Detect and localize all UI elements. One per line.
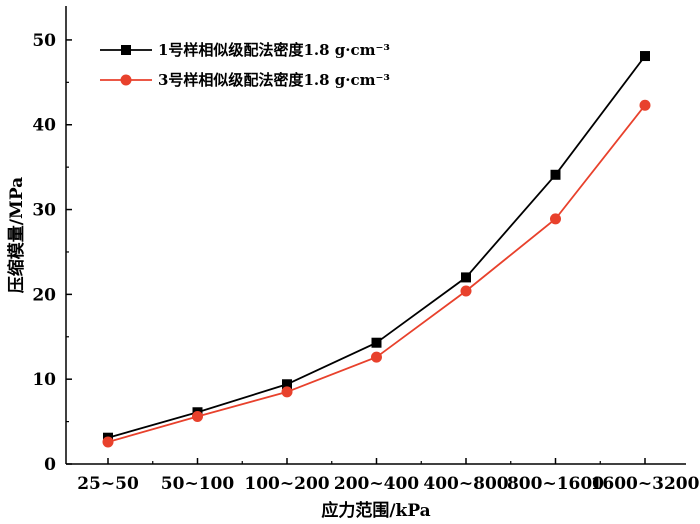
data-point	[461, 272, 471, 283]
legend-marker	[121, 45, 131, 55]
x-axis-label: 应力范围/kPa	[321, 500, 430, 521]
y-tick-label: 50	[32, 31, 56, 51]
series-layer	[102, 51, 651, 448]
y-tick-label: 20	[32, 285, 56, 305]
data-point	[639, 99, 651, 111]
legend-item: 3号样相似级配法密度1.8 g·cm⁻³	[100, 71, 390, 89]
data-point	[102, 436, 114, 448]
x-axis-ticks: 25~50 50~100 100~200 200~400 400~800800~1600…	[77, 458, 700, 494]
y-tick-label: 10	[32, 370, 56, 390]
data-point	[640, 51, 650, 62]
legend-item: 1号样相似级配法密度1.8 g·cm⁻³	[100, 41, 390, 59]
data-point	[371, 337, 382, 348]
x-tick-label: 200~400	[334, 474, 419, 494]
data-point	[282, 379, 292, 390]
x-tick-label: 100~200	[244, 474, 329, 494]
series-1	[103, 51, 650, 443]
data-point	[371, 351, 382, 363]
x-tick-label: 800~1600	[507, 474, 604, 494]
x-tick-label: 1600~3200	[591, 474, 700, 494]
series-2	[102, 99, 651, 448]
y-tick-label: 0	[44, 455, 56, 475]
legend: 1号样相似级配法密度1.8 g·cm⁻³ 3号样相似级配法密度1.8 g·cm⁻³	[100, 41, 390, 89]
x-tick-label: 25~50	[77, 474, 139, 494]
x-tick-label: 400~800	[423, 474, 508, 494]
series-line	[107, 55, 646, 439]
y-tick-label: 40	[32, 116, 56, 136]
legend-label: 1号样相似级配法密度1.8 g·cm⁻³	[158, 41, 390, 59]
y-axis-label: 压缩模量/MPa	[6, 177, 27, 293]
legend-marker	[120, 74, 132, 86]
data-point	[460, 285, 472, 297]
data-point	[550, 169, 561, 180]
y-axis-ticks: 0 10 20 30 40 50	[32, 31, 72, 475]
legend-label: 3号样相似级配法密度1.8 g·cm⁻³	[158, 71, 390, 89]
data-point	[192, 411, 203, 423]
x-tick-label: 50~100	[161, 474, 235, 494]
y-tick-label: 30	[32, 201, 56, 221]
data-point	[281, 386, 293, 398]
series-line	[107, 104, 646, 443]
data-point	[550, 213, 561, 225]
